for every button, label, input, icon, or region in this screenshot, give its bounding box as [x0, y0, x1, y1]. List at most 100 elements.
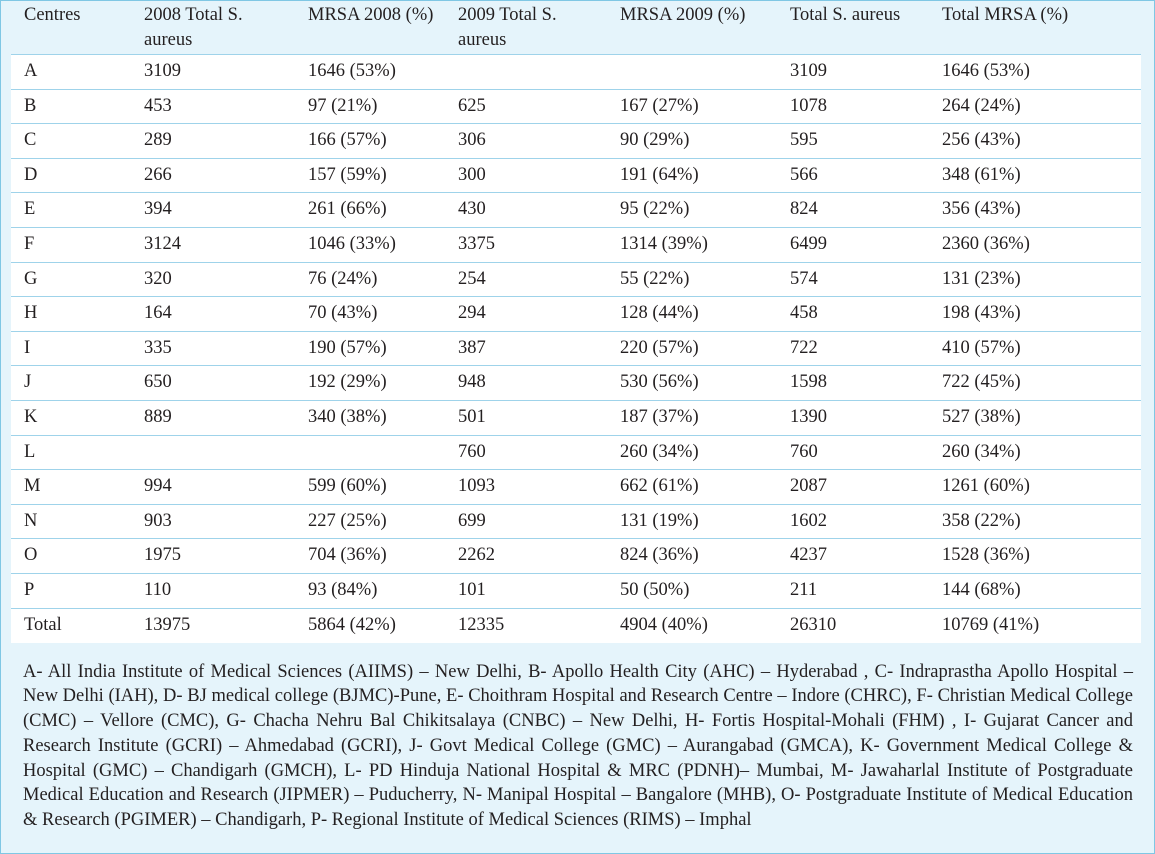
value-cell: 530 (56%) [607, 365, 777, 401]
value-cell: 144 (68%) [929, 572, 1141, 608]
value-cell: 220 (57%) [607, 330, 777, 366]
value-cell: 76 (24%) [295, 261, 445, 297]
value-cell: 157 (59%) [295, 157, 445, 193]
value-cell: 256 (43%) [929, 123, 1141, 159]
centre-cell: N [11, 503, 131, 539]
column-header-centres: Centres [11, 1, 131, 55]
value-cell: 1314 (39%) [607, 226, 777, 263]
value-cell: 1975 [131, 538, 295, 574]
value-cell: 348 (61%) [929, 157, 1141, 193]
centre-cell: D [11, 157, 131, 193]
table-row: D 266 157 (59%) 300 191 (64%) 566 348 (61%) [11, 157, 1141, 193]
centre-cell: G [11, 261, 131, 297]
value-cell: 192 (29%) [295, 365, 445, 401]
value-cell: 3375 [445, 226, 607, 263]
value-cell: 166 (57%) [295, 123, 445, 159]
table-row: I 335 190 (57%) 387 220 (57%) 722 410 (57%) [11, 330, 1141, 366]
value-cell: 2360 (36%) [929, 226, 1141, 263]
value-cell: 55 (22%) [607, 261, 777, 297]
value-cell: 760 [777, 434, 929, 470]
value-cell: 704 (36%) [295, 538, 445, 574]
table-row: N 903 227 (25%) 699 131 (19%) 1602 358 (22%) [11, 503, 1141, 539]
value-cell: 1093 [445, 469, 607, 505]
value-cell: 320 [131, 261, 295, 297]
table-row: G 320 76 (24%) 254 55 (22%) 574 131 (23%) [11, 261, 1141, 297]
value-cell: 2262 [445, 538, 607, 574]
value-cell: 306 [445, 123, 607, 159]
table-row: M 994 599 (60%) 1093 662 (61%) 2087 1261 (60%) [11, 469, 1141, 505]
table-row: L 760 260 (34%) 760 260 (34%) [11, 434, 1141, 470]
value-cell [295, 434, 445, 470]
header-row: Centres 2008 Total S. aureus MRSA 2008 (… [11, 1, 1141, 55]
value-cell [607, 54, 777, 90]
value-cell: 335 [131, 330, 295, 366]
value-cell: 1046 (33%) [295, 226, 445, 263]
value-cell: 410 (57%) [929, 330, 1141, 366]
table-row: B 453 97 (21%) 625 167 (27%) 1078 264 (24%) [11, 88, 1141, 124]
value-cell: 164 [131, 296, 295, 332]
table-row: H 164 70 (43%) 294 128 (44%) 458 198 (43%) [11, 296, 1141, 332]
value-cell: 191 (64%) [607, 157, 777, 193]
value-cell: 625 [445, 88, 607, 124]
value-cell: 430 [445, 192, 607, 228]
value-cell: 260 (34%) [607, 434, 777, 470]
column-header-total-mrsa: Total MRSA (%) [929, 1, 1141, 55]
value-cell: 110 [131, 572, 295, 608]
table-row: O 1975 704 (36%) 2262 824 (36%) 4237 1528 (36%… [11, 538, 1141, 574]
table-row: C 289 166 (57%) 306 90 (29%) 595 256 (43%) [11, 123, 1141, 159]
table-row: P 110 93 (84%) 101 50 (50%) 211 144 (68%) [11, 572, 1141, 608]
centre-cell: H [11, 296, 131, 332]
table-footnote: A- All India Institute of Medical Scienc… [23, 661, 1133, 831]
value-cell: 261 (66%) [295, 192, 445, 228]
centre-cell: O [11, 538, 131, 574]
value-cell: 5864 (42%) [295, 607, 445, 643]
value-cell: 1598 [777, 365, 929, 401]
centre-cell: K [11, 399, 131, 436]
value-cell: 128 (44%) [607, 296, 777, 332]
value-cell: 13975 [131, 607, 295, 643]
value-cell: 131 (19%) [607, 503, 777, 539]
value-cell: 101 [445, 572, 607, 608]
value-cell: 167 (27%) [607, 88, 777, 124]
centre-cell: I [11, 330, 131, 366]
column-header-2008-total: 2008 Total S. aureus [131, 1, 295, 55]
value-cell: 650 [131, 365, 295, 401]
centre-cell: M [11, 469, 131, 505]
value-cell: 527 (38%) [929, 399, 1141, 436]
centre-cell: J [11, 365, 131, 401]
value-cell: 4237 [777, 538, 929, 574]
table-row: K 889 340 (38%) 501 187 (37%) 1390 527 (38%) [11, 399, 1141, 436]
value-cell: 458 [777, 296, 929, 332]
value-cell: 340 (38%) [295, 399, 445, 436]
value-cell: 3109 [131, 54, 295, 90]
mrsa-table: Centres 2008 Total S. aureus MRSA 2008 (… [11, 1, 1141, 643]
value-cell: 289 [131, 123, 295, 159]
centre-cell: E [11, 192, 131, 228]
value-cell: 662 (61%) [607, 469, 777, 505]
value-cell: 95 (22%) [607, 192, 777, 228]
value-cell: 190 (57%) [295, 330, 445, 366]
value-cell: 394 [131, 192, 295, 228]
value-cell: 595 [777, 123, 929, 159]
value-cell: 300 [445, 157, 607, 193]
value-cell [131, 434, 295, 470]
value-cell: 211 [777, 572, 929, 608]
value-cell: 227 (25%) [295, 503, 445, 539]
value-cell: 10769 (41%) [929, 607, 1141, 643]
value-cell: 994 [131, 469, 295, 505]
value-cell: 50 (50%) [607, 572, 777, 608]
value-cell: 387 [445, 330, 607, 366]
value-cell: 722 [777, 330, 929, 366]
table-row: J 650 192 (29%) 948 530 (56%) 1598 722 (45%) [11, 365, 1141, 401]
value-cell: 131 (23%) [929, 261, 1141, 297]
table-row: E 394 261 (66%) 430 95 (22%) 824 356 (43%) [11, 192, 1141, 228]
column-header-2009-total: 2009 Total S. aureus [445, 1, 607, 55]
centre-cell: A [11, 54, 131, 90]
centre-cell: F [11, 226, 131, 263]
table-body: A 3109 1646 (53%) 3109 1646 (53%) B 453 97 (21%… [11, 54, 1141, 643]
value-cell: 1528 (36%) [929, 538, 1141, 574]
value-cell: 566 [777, 157, 929, 193]
value-cell: 889 [131, 399, 295, 436]
value-cell: 1602 [777, 503, 929, 539]
